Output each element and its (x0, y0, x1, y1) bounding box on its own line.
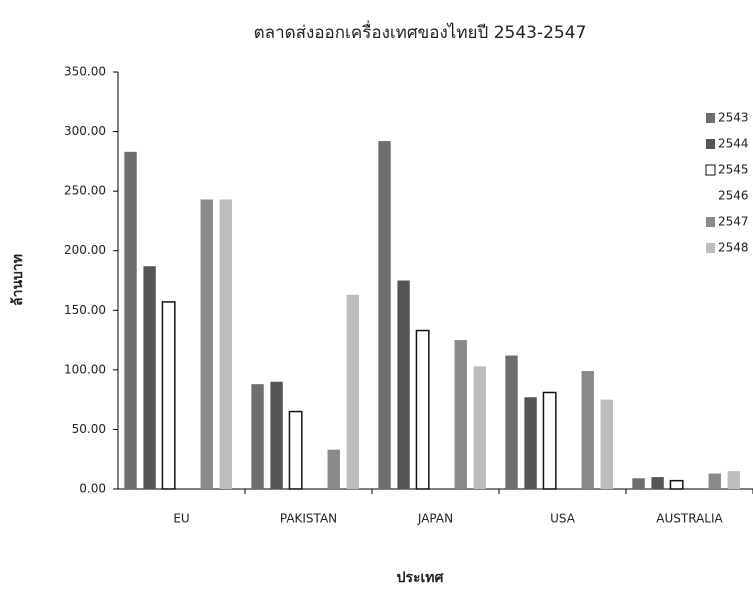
legend-label: 2548 (718, 241, 749, 255)
bar (415, 329, 430, 490)
y-tick-label: 200.00 (64, 243, 106, 257)
y-tick-label: 150.00 (64, 303, 106, 317)
y-tick-label: 50.00 (72, 422, 106, 436)
x-tick-label: AUSTRALIA (656, 512, 723, 526)
legend-swatch (705, 164, 716, 176)
bar (219, 199, 232, 490)
bar (708, 473, 721, 489)
bar (632, 478, 645, 489)
bar (270, 381, 283, 489)
x-axis-label: ประเทศ (397, 570, 445, 586)
bar (727, 471, 740, 489)
bar (251, 384, 264, 489)
bar (542, 391, 557, 490)
chart-title: ตลาดส่งออกเครื่องเทศของไทยปี 2543-2547 (254, 20, 587, 43)
bar (288, 410, 303, 490)
bar (161, 301, 176, 490)
bar (200, 199, 213, 490)
legend-label: 2544 (718, 137, 749, 151)
bar (454, 340, 467, 489)
y-tick-label: 350.00 (64, 65, 106, 79)
x-tick-label: JAPAN (417, 512, 453, 526)
legend-label: 2545 (718, 163, 749, 177)
bar (473, 366, 486, 489)
x-tick-label: EU (173, 512, 189, 526)
legend-label: 2547 (718, 215, 749, 229)
legend-label: 2546 (718, 189, 749, 203)
bar (669, 479, 684, 490)
bar (524, 397, 537, 489)
legend-swatch (706, 217, 715, 227)
bar (346, 294, 359, 489)
bar (600, 399, 613, 489)
bar (124, 151, 137, 489)
bar (581, 371, 594, 489)
y-tick-label: 250.00 (64, 184, 106, 198)
y-axis-label: ล้านบาท (10, 254, 26, 306)
legend-label: 2543 (718, 111, 749, 125)
y-tick-label: 0.00 (79, 482, 106, 496)
legend-swatch (706, 139, 715, 149)
y-tick-label: 100.00 (64, 362, 106, 376)
bar (651, 477, 664, 489)
x-tick-label: USA (550, 512, 576, 526)
legend-swatch (706, 191, 715, 201)
legend-swatch (706, 243, 715, 253)
legend-swatch (706, 113, 715, 123)
bar (378, 141, 391, 490)
x-tick-label: PAKISTAN (280, 512, 337, 526)
y-tick-label: 300.00 (64, 124, 106, 138)
bar (327, 449, 340, 489)
bar (143, 266, 156, 489)
bar (397, 280, 410, 489)
bar (505, 355, 518, 489)
